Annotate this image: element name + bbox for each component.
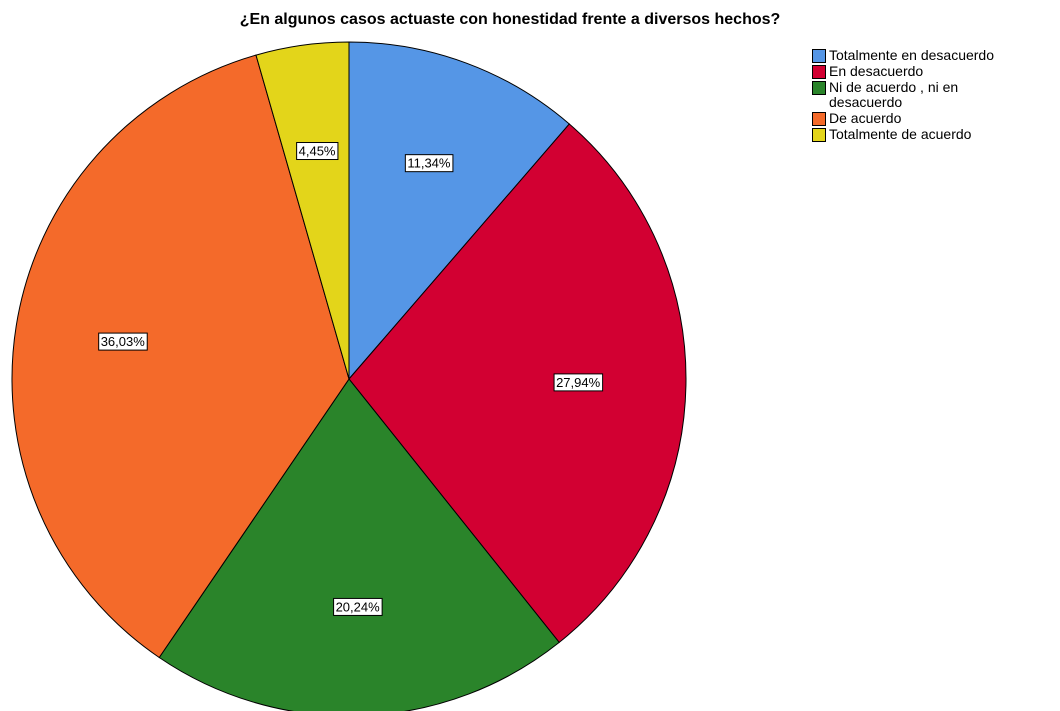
pie-slice <box>348 123 687 644</box>
legend: Totalmente en desacuerdo En desacuerdo Ni … <box>812 48 1052 143</box>
data-label: 27,94% <box>553 373 604 392</box>
legend-item: Totalmente de acuerdo <box>812 127 1052 142</box>
legend-label: Ni de acuerdo , ni en desacuerdo <box>829 79 959 110</box>
legend-item: Totalmente en desacuerdo <box>812 48 1052 63</box>
data-label-text: 36,03% <box>101 334 146 349</box>
pie-slice <box>348 41 571 381</box>
data-label: 11,34% <box>404 154 454 173</box>
chart-title: ¿En algunos casos actuaste con honestida… <box>240 11 781 28</box>
data-label-box <box>296 142 339 161</box>
legend-swatch <box>812 49 826 63</box>
data-label-text: 11,34% <box>407 156 451 171</box>
legend-item: De acuerdo <box>812 111 1052 126</box>
data-label-text: 20,24% <box>336 599 381 614</box>
data-label: 36,03% <box>98 332 148 351</box>
legend-label: Totalmente en desacuerdo <box>829 47 994 63</box>
data-label-box <box>404 154 454 173</box>
legend-swatch <box>812 81 826 95</box>
legend-swatch <box>812 65 826 79</box>
data-label-box <box>333 597 383 616</box>
legend-label: Totalmente de acuerdo <box>829 126 972 142</box>
legend-label: De acuerdo <box>829 110 902 126</box>
pie-slice <box>158 378 560 711</box>
data-label-box <box>98 332 148 351</box>
data-label: 4,45% <box>296 142 339 161</box>
data-label-text: 4,45% <box>299 144 336 159</box>
legend-swatch <box>812 112 826 126</box>
legend-item: Ni de acuerdo , ni en desacuerdo <box>812 80 1052 110</box>
pie-slice <box>255 41 350 380</box>
data-label-text: 27,94% <box>556 375 601 390</box>
legend-label: En desacuerdo <box>829 63 924 79</box>
data-label: 20,24% <box>333 597 383 616</box>
pie-slice <box>11 54 350 659</box>
legend-item: En desacuerdo <box>812 64 1052 79</box>
legend-swatch <box>812 128 826 142</box>
data-label-box <box>553 373 604 392</box>
